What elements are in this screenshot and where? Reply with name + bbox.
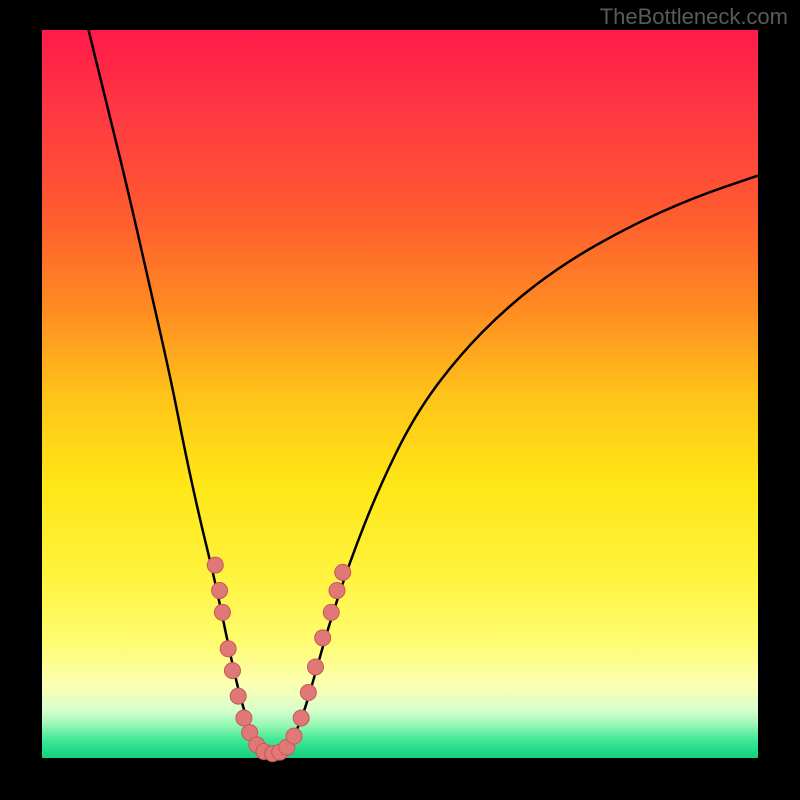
- watermark-text: TheBottleneck.com: [600, 4, 788, 30]
- marker-point: [220, 641, 236, 657]
- marker-point: [214, 604, 230, 620]
- marker-point: [308, 659, 324, 675]
- marker-point: [335, 564, 351, 580]
- marker-point: [207, 557, 223, 573]
- marker-point: [236, 710, 252, 726]
- marker-point: [286, 728, 302, 744]
- marker-point: [329, 583, 345, 599]
- chart-container: TheBottleneck.com: [0, 0, 800, 800]
- marker-point: [323, 604, 339, 620]
- marker-point: [212, 583, 228, 599]
- marker-point: [230, 688, 246, 704]
- marker-point: [224, 663, 240, 679]
- plot-background-gradient: [42, 30, 758, 758]
- chart-svg: [0, 0, 800, 800]
- marker-point: [293, 710, 309, 726]
- marker-point: [315, 630, 331, 646]
- marker-point: [300, 684, 316, 700]
